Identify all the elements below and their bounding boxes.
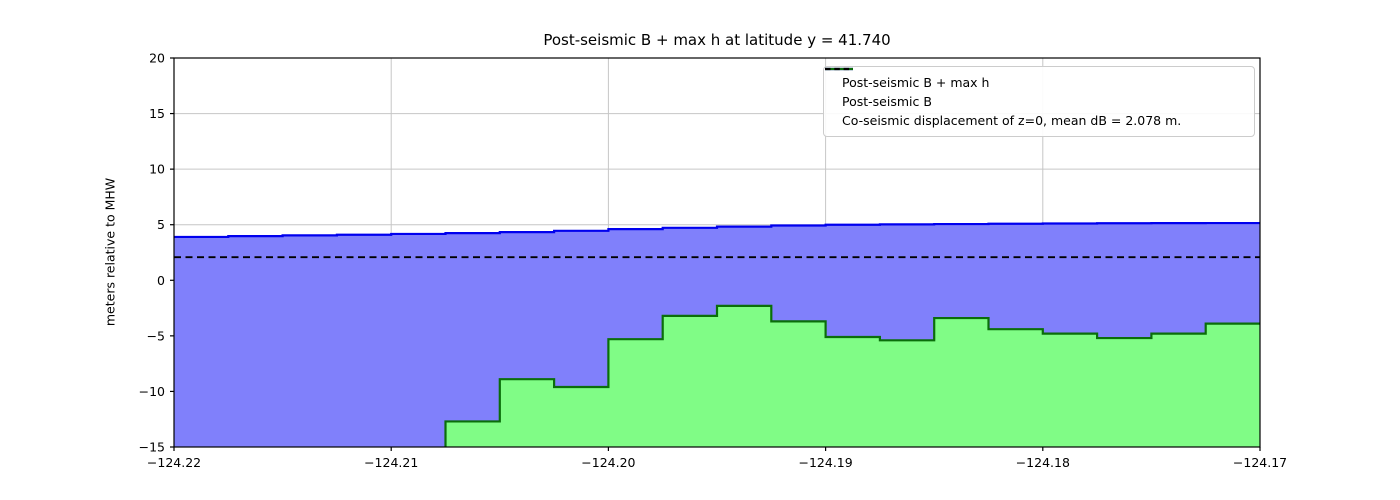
x-tick-label: −124.19 (798, 455, 852, 470)
x-tick-label: −124.21 (364, 455, 418, 470)
green-area-fill (445, 305, 1260, 447)
blue-step-line (174, 221, 1260, 239)
y-tick-label: 15 (149, 106, 165, 121)
legend-label: Post-seismic B (842, 94, 932, 109)
y-axis-label: meters relative to MHW (102, 177, 118, 327)
chart-title: Post-seismic B + max h at latitude y = 4… (543, 31, 891, 49)
y-tick-label: 10 (149, 162, 165, 177)
legend-item-post-seismic-b: Post-seismic B (825, 67, 1245, 111)
x-tick-label: −124.17 (1233, 455, 1287, 470)
x-tick-label: −124.20 (581, 455, 635, 470)
y-tick-label: −15 (139, 440, 165, 455)
y-tick-label: 5 (157, 217, 165, 232)
legend-item-post-seismic-b-max-h: Post-seismic B + max h (825, 67, 1245, 92)
x-tick-label: −124.22 (147, 455, 201, 470)
y-tick-label: 20 (149, 51, 165, 66)
y-tick-label: 0 (157, 273, 165, 288)
y-tick-label: −10 (139, 384, 165, 399)
legend-item-coseismic-displacement: Co-seismic displacement of z=0, mean dB … (825, 67, 1245, 130)
y-tick-label: −5 (147, 328, 165, 343)
dashed-line-swatch-icon (825, 67, 853, 71)
axes-frame (173, 57, 1261, 448)
legend: Post-seismic B + max h Post-seismic B Co… (823, 66, 1255, 137)
legend-label: Co-seismic displacement of z=0, mean dB … (842, 113, 1182, 128)
green-step-line (444, 304, 1260, 447)
legend-label: Post-seismic B + max h (842, 75, 990, 90)
x-tick-label: −124.18 (1016, 455, 1070, 470)
